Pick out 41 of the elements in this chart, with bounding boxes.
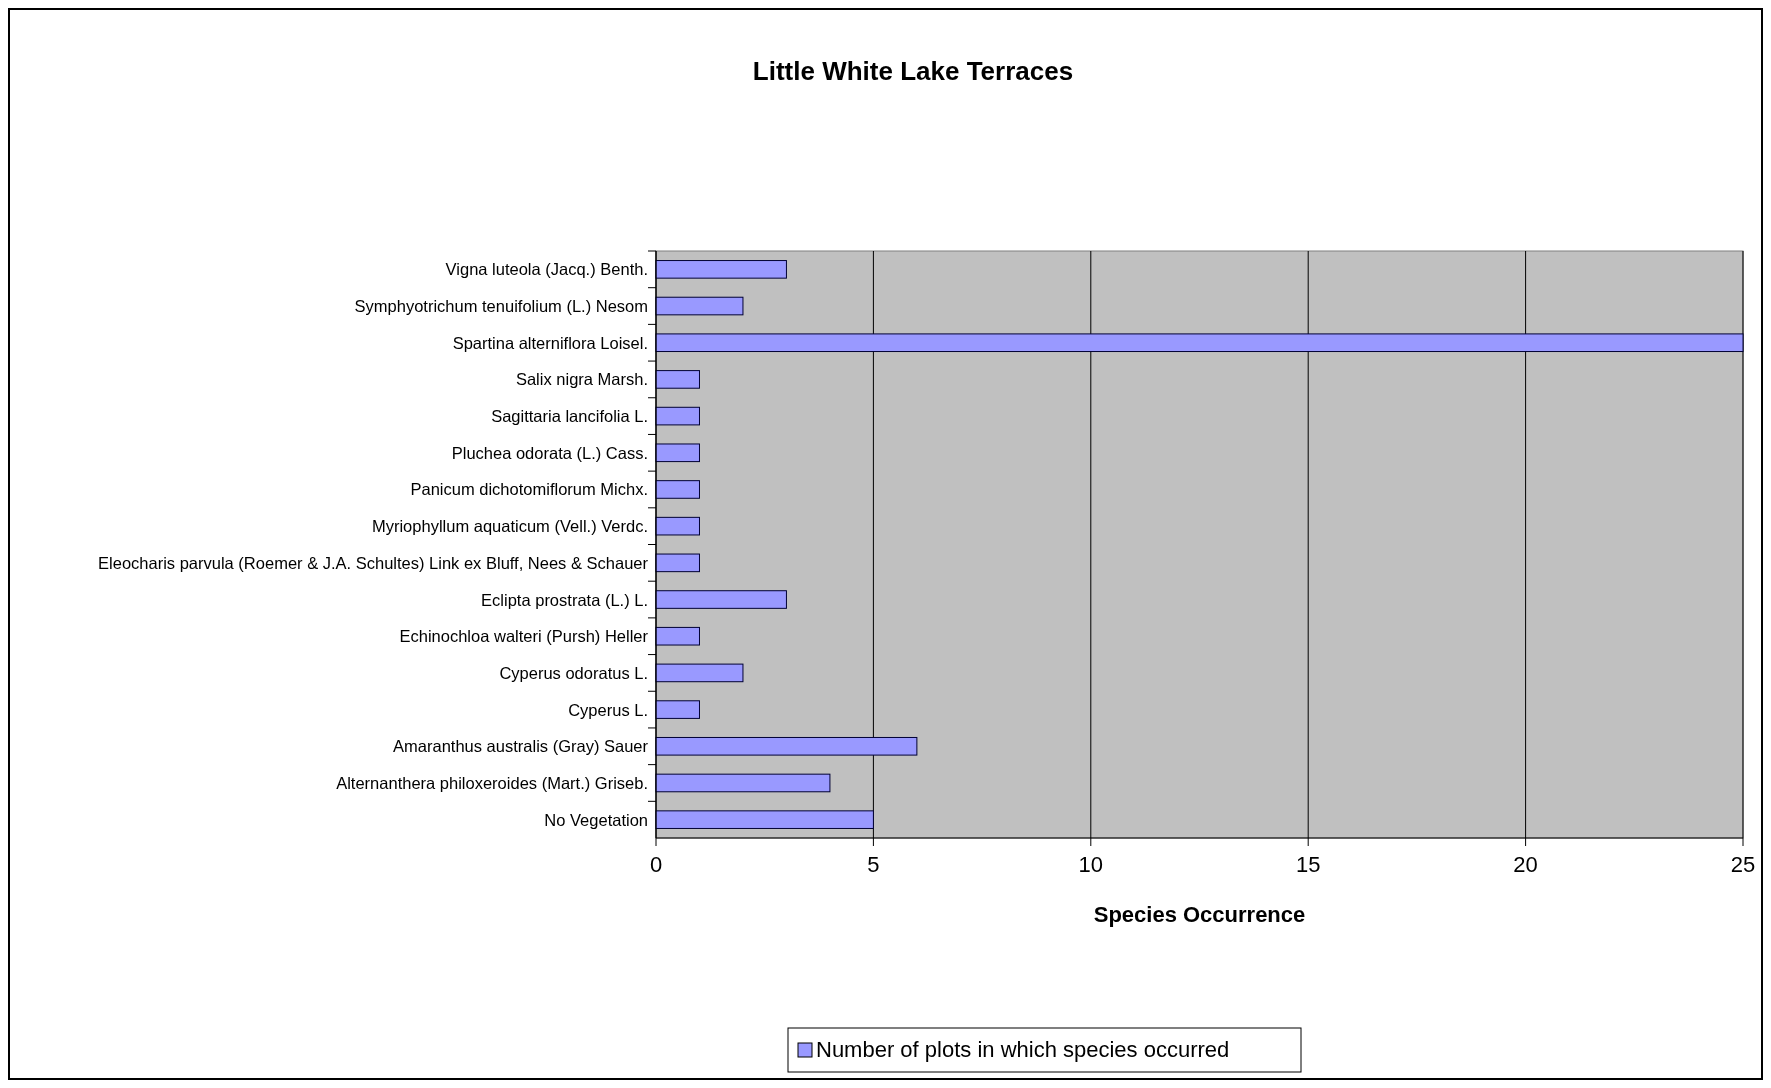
bar bbox=[655, 370, 700, 389]
y-tick-label: Echinochloa walteri (Pursh) Heller bbox=[399, 627, 649, 646]
y-tick-label: No Vegetation bbox=[544, 810, 648, 829]
y-tick-label: Vigna luteola (Jacq.) Benth. bbox=[445, 260, 648, 279]
bar bbox=[655, 553, 700, 573]
chart-title: Little White Lake Terraces bbox=[752, 56, 1074, 86]
bar bbox=[655, 810, 874, 829]
x-tick-label: 20 bbox=[1513, 852, 1538, 877]
y-tick-label: Sagittaria lancifolia L. bbox=[491, 407, 648, 426]
y-tick-label: Salix nigra Marsh. bbox=[515, 370, 648, 389]
bar bbox=[655, 443, 700, 463]
y-tick-label: Spartina alterniflora Loisel. bbox=[452, 333, 648, 352]
x-tick-label: 0 bbox=[649, 852, 663, 877]
y-tick-label: Amaranthus australis (Gray) Sauer bbox=[393, 737, 649, 756]
bar bbox=[655, 260, 787, 279]
bar bbox=[655, 590, 787, 609]
bar bbox=[655, 736, 918, 756]
bar bbox=[655, 406, 700, 426]
bar bbox=[655, 626, 700, 646]
y-tick-label: Cyperus odoratus L. bbox=[499, 663, 648, 682]
y-tick-label: Symphyotrichum tenuifolium (L.) Nesom bbox=[354, 297, 648, 316]
bar bbox=[655, 296, 744, 316]
y-tick-label: Myriophyllum aquaticum (Vell.) Verdc. bbox=[371, 517, 648, 536]
bar bbox=[655, 700, 700, 719]
bar bbox=[655, 663, 744, 683]
bar bbox=[655, 480, 700, 499]
y-tick-label: Pluchea odorata (L.) Cass. bbox=[451, 443, 648, 462]
bar bbox=[655, 333, 1744, 353]
x-axis-title: Species Occurrence bbox=[1093, 902, 1306, 927]
x-tick-label: 5 bbox=[867, 852, 880, 877]
y-tick-label: Alternanthera philoxeroides (Mart.) Griseb. bbox=[336, 773, 648, 792]
x-tick-label: 15 bbox=[1295, 852, 1321, 877]
x-tick-label: 25 bbox=[1730, 852, 1756, 877]
x-tick-label: 10 bbox=[1078, 852, 1104, 877]
bar bbox=[655, 516, 700, 536]
y-tick-label: Panicum dichotomiflorum Michx. bbox=[410, 480, 648, 499]
legend-label: Number of plots in which species occurred bbox=[816, 1037, 1230, 1062]
y-tick-label: Eclipta prostrata (L.) L. bbox=[481, 590, 648, 609]
y-tick-label: Eleocharis parvula (Roemer & J.A. Schultes) Link ex Bluff, Nees & Schauer bbox=[98, 553, 649, 572]
y-tick-label: Cyperus L. bbox=[568, 700, 648, 719]
bar bbox=[655, 773, 831, 793]
